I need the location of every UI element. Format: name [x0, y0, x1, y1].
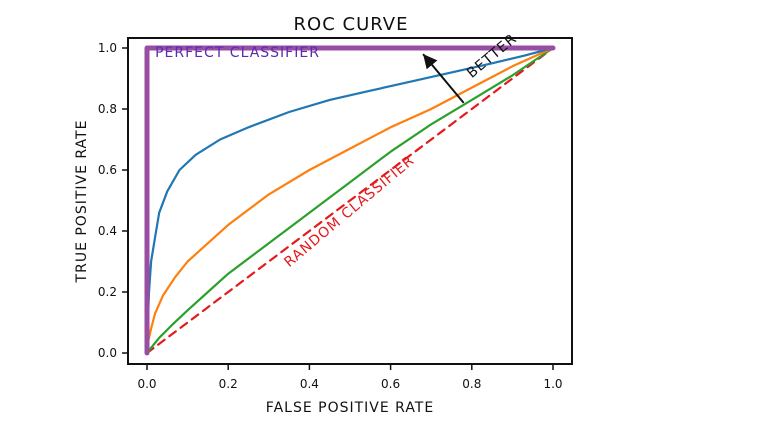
x-tick-label: 0.8: [462, 377, 481, 391]
y-tick-label: 0.4: [98, 224, 117, 238]
y-tick-label: 1.0: [98, 41, 117, 55]
chart-title: ROC CURVE: [294, 14, 409, 35]
x-tick-label: 0.6: [381, 377, 400, 391]
better-arrow-head: [423, 54, 438, 70]
series-layer: [144, 45, 556, 356]
roc-curve-orange: [145, 46, 555, 348]
y-axis-label: TRUE POSITIVE RATE: [74, 120, 90, 284]
x-tick-label: 1.0: [543, 377, 562, 391]
random-classifier-line: [145, 46, 555, 355]
y-tick-label: 0.2: [98, 285, 117, 299]
x-axis-label: FALSE POSITIVE RATE: [266, 400, 434, 416]
y-tick-label: 0.6: [98, 163, 117, 177]
roc-curve-blue: [145, 46, 555, 348]
x-tick-label: 0.4: [300, 377, 319, 391]
x-tick-label: 0.0: [137, 377, 156, 391]
roc-curve-green: [145, 46, 555, 355]
perfect-classifier-label: PERFECT CLASSIFIER: [155, 45, 320, 61]
y-tick-label: 0.0: [98, 346, 117, 360]
x-tick-label: 0.2: [219, 377, 238, 391]
y-axis: 0.0 0.2 0.4 0.6 0.8 1.0: [98, 41, 128, 360]
perfect-classifier-line: [144, 45, 556, 356]
y-tick-label: 0.8: [98, 102, 117, 116]
x-axis: 0.0 0.2 0.4 0.6 0.8 1.0: [137, 364, 563, 391]
